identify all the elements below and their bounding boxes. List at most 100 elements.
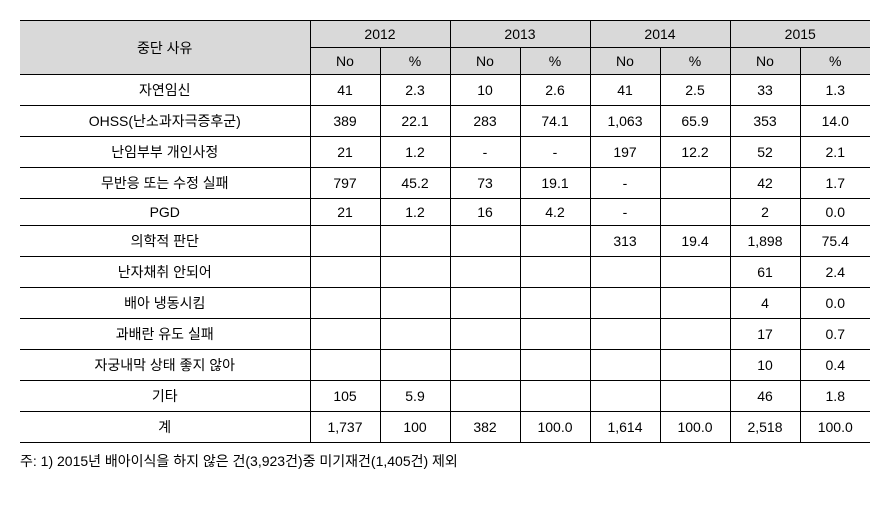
header-year-3: 2015: [730, 21, 870, 48]
cell-value: [660, 288, 730, 319]
header-year-1: 2013: [450, 21, 590, 48]
header-sub-no: No: [310, 48, 380, 75]
cell-value: [520, 288, 590, 319]
cell-value: 21: [310, 137, 380, 168]
cell-value: 313: [590, 226, 660, 257]
cell-value: 2,518: [730, 412, 800, 443]
cell-value: 19.4: [660, 226, 730, 257]
cell-value: 61: [730, 257, 800, 288]
cell-value: 22.1: [380, 106, 450, 137]
cell-value: 17: [730, 319, 800, 350]
cell-value: 73: [450, 168, 520, 199]
row-label: 자연임신: [20, 75, 310, 106]
cell-value: 100: [380, 412, 450, 443]
cell-value: -: [590, 199, 660, 226]
cell-value: 74.1: [520, 106, 590, 137]
header-reason: 중단 사유: [20, 21, 310, 75]
cell-value: 1.8: [800, 381, 870, 412]
table-row: 의학적 판단31319.41,89875.4: [20, 226, 870, 257]
cell-value: -: [590, 168, 660, 199]
cell-value: [520, 226, 590, 257]
cell-value: 41: [590, 75, 660, 106]
cell-value: [380, 288, 450, 319]
cell-value: 10: [450, 75, 520, 106]
cell-value: [660, 257, 730, 288]
cell-value: [520, 257, 590, 288]
cell-value: -: [450, 137, 520, 168]
cell-value: 389: [310, 106, 380, 137]
cell-value: [310, 319, 380, 350]
cell-value: [660, 199, 730, 226]
header-sub-no: No: [730, 48, 800, 75]
cell-value: 10: [730, 350, 800, 381]
cell-value: 2.4: [800, 257, 870, 288]
cell-value: 0.0: [800, 288, 870, 319]
cell-value: [590, 288, 660, 319]
cell-value: 19.1: [520, 168, 590, 199]
row-label: 계: [20, 412, 310, 443]
cell-value: [380, 319, 450, 350]
cell-value: 0.4: [800, 350, 870, 381]
header-sub-pct: %: [800, 48, 870, 75]
cell-value: [380, 350, 450, 381]
cell-value: [380, 257, 450, 288]
cell-value: 1.3: [800, 75, 870, 106]
row-label: 무반응 또는 수정 실패: [20, 168, 310, 199]
cell-value: 1.2: [380, 137, 450, 168]
table-footnote: 주: 1) 2015년 배아이식을 하지 않은 건(3,923건)중 미기재건(…: [20, 443, 870, 471]
row-label: OHSS(난소과자극증후군): [20, 106, 310, 137]
cell-value: 75.4: [800, 226, 870, 257]
cell-value: 382: [450, 412, 520, 443]
cell-value: [520, 319, 590, 350]
header-sub-no: No: [590, 48, 660, 75]
cell-value: 0.0: [800, 199, 870, 226]
cell-value: [660, 168, 730, 199]
table-row: 무반응 또는 수정 실패79745.27319.1-421.7: [20, 168, 870, 199]
table-body: 자연임신412.3102.6412.5331.3OHSS(난소과자극증후군)38…: [20, 75, 870, 443]
cell-value: 1.2: [380, 199, 450, 226]
header-sub-pct: %: [520, 48, 590, 75]
header-sub-pct: %: [660, 48, 730, 75]
cell-value: 100.0: [800, 412, 870, 443]
table-row: 기타1055.9461.8: [20, 381, 870, 412]
cell-value: 2.5: [660, 75, 730, 106]
row-label: 자궁내막 상태 좋지 않아: [20, 350, 310, 381]
cell-value: 33: [730, 75, 800, 106]
cell-value: 105: [310, 381, 380, 412]
cell-value: 16: [450, 199, 520, 226]
cell-value: [310, 350, 380, 381]
table-row: 배아 냉동시킴40.0: [20, 288, 870, 319]
cell-value: 12.2: [660, 137, 730, 168]
table-row: 자궁내막 상태 좋지 않아 100.4: [20, 350, 870, 381]
cell-value: 100.0: [520, 412, 590, 443]
cell-value: 2.6: [520, 75, 590, 106]
table-row: 난자채취 안되어 612.4: [20, 257, 870, 288]
cell-value: 41: [310, 75, 380, 106]
cell-value: 2: [730, 199, 800, 226]
row-label: 과배란 유도 실패: [20, 319, 310, 350]
cell-value: 2.1: [800, 137, 870, 168]
table-row: 자연임신412.3102.6412.5331.3: [20, 75, 870, 106]
cell-value: [450, 350, 520, 381]
cell-value: 5.9: [380, 381, 450, 412]
row-label: 의학적 판단: [20, 226, 310, 257]
cell-value: 1,737: [310, 412, 380, 443]
table-row: 과배란 유도 실패 170.7: [20, 319, 870, 350]
header-year-2: 2014: [590, 21, 730, 48]
header-sub-pct: %: [380, 48, 450, 75]
cell-value: [310, 288, 380, 319]
table-row: 난임부부 개인사정211.2--19712.2522.1: [20, 137, 870, 168]
data-table: 중단 사유 2012 2013 2014 2015 No % No % No %…: [20, 20, 870, 443]
cell-value: [660, 381, 730, 412]
cell-value: 1.7: [800, 168, 870, 199]
cell-value: 0.7: [800, 319, 870, 350]
row-label: PGD: [20, 199, 310, 226]
cell-value: 2.3: [380, 75, 450, 106]
cell-value: [310, 226, 380, 257]
cell-value: 1,614: [590, 412, 660, 443]
cell-value: 46: [730, 381, 800, 412]
row-label: 난자채취 안되어: [20, 257, 310, 288]
cell-value: [380, 226, 450, 257]
header-year-0: 2012: [310, 21, 450, 48]
cell-value: [520, 350, 590, 381]
